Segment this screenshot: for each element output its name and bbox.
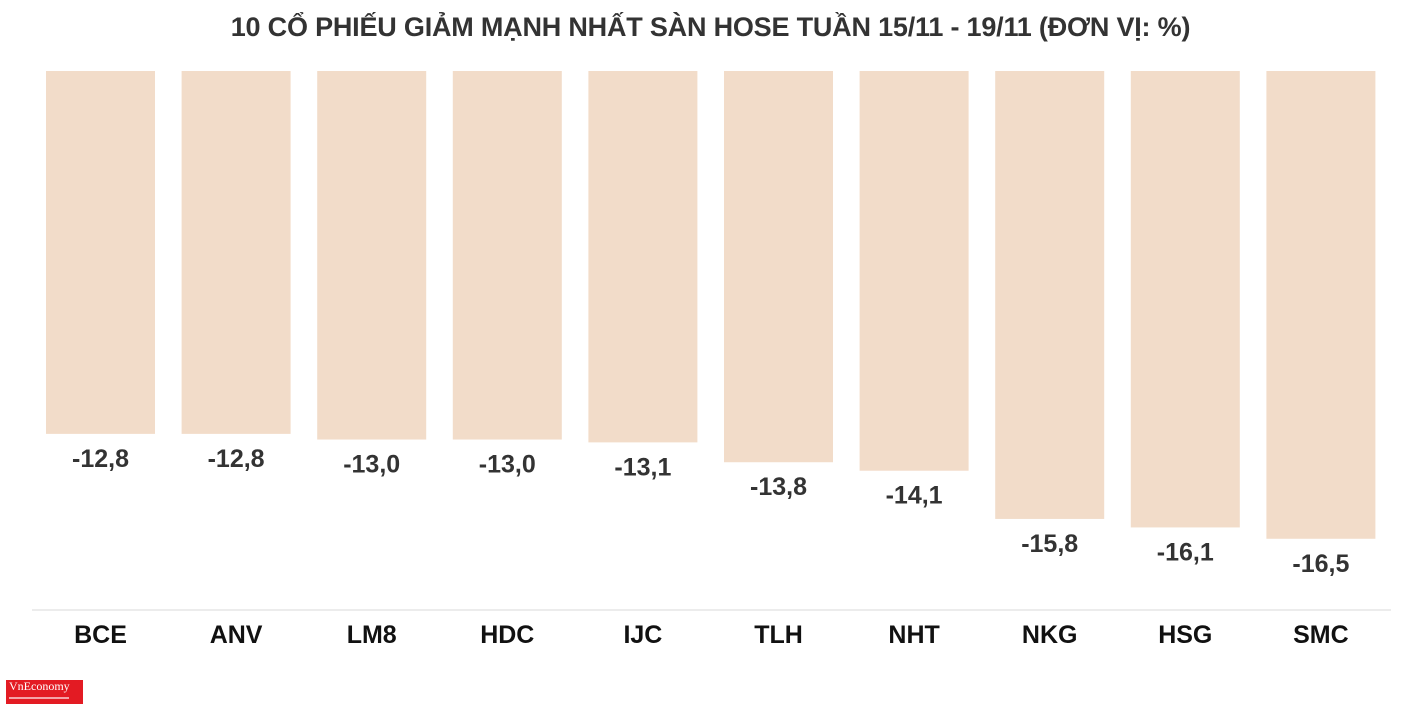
bar-anv [181,71,291,434]
logo-text: VnEconomy [9,679,70,693]
category-label-anv: ANV [210,621,263,649]
bar-hsg [1130,71,1240,528]
value-label-ijc: -13,1 [614,453,671,481]
bar-hdc [452,71,562,440]
logo-tagline-mark [9,697,69,699]
bar-smc [1266,71,1376,539]
category-label-hsg: HSG [1158,621,1212,649]
vneconomy-logo: VnEconomy [6,680,83,704]
category-label-lm8: LM8 [347,621,397,649]
category-label-bce: BCE [74,621,127,649]
bar-ijc [588,71,698,443]
category-label-ijc: IJC [623,621,662,649]
value-label-hsg: -16,1 [1157,538,1214,566]
value-label-nht: -14,1 [886,482,943,510]
category-label-nkg: NKG [1022,621,1078,649]
bar-lm8 [317,71,427,440]
category-label-hdc: HDC [480,621,534,649]
chart-title: 10 CỔ PHIẾU GIẢM MẠNH NHẤT SÀN HOSE TUẦN… [230,12,1191,42]
value-label-hdc: -13,0 [479,451,536,479]
value-label-smc: -16,5 [1292,550,1349,578]
value-label-nkg: -15,8 [1021,530,1078,558]
category-label-smc: SMC [1293,621,1349,649]
value-label-anv: -12,8 [208,445,265,473]
value-label-lm8: -13,0 [343,451,400,479]
bar-bce [46,71,155,434]
category-label-nht: NHT [888,621,939,649]
bar-tlh [724,71,833,463]
bar-nht [859,71,969,471]
value-label-bce: -12,8 [72,445,129,473]
bar-nkg [995,71,1105,519]
category-label-tlh: TLH [754,621,803,649]
value-label-tlh: -13,8 [750,473,807,501]
